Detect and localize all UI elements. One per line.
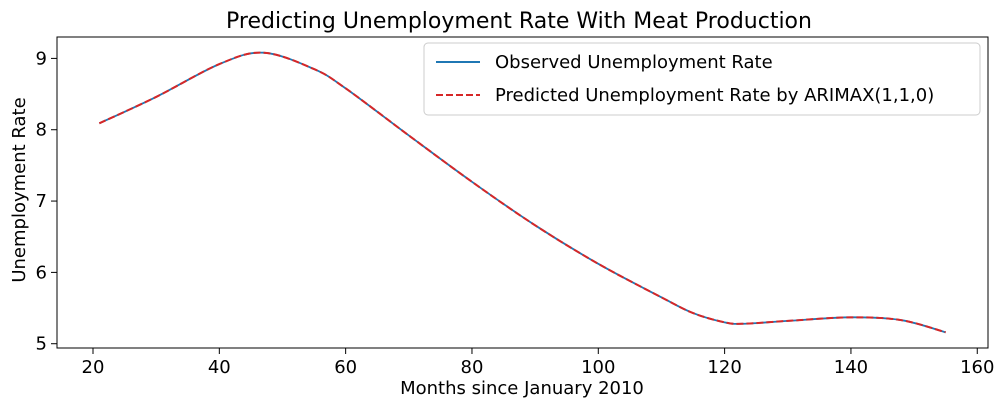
x-tick-label: 120	[707, 357, 741, 378]
x-axis-label: Months since January 2010	[400, 378, 644, 399]
x-tick-label: 140	[834, 357, 868, 378]
y-tick-label: 9	[36, 48, 47, 69]
legend: Observed Unemployment Rate Predicted Unem…	[423, 42, 981, 116]
y-tick-label: 6	[36, 262, 47, 283]
y-tick-label: 7	[36, 191, 47, 212]
y-axis-label: Unemployment Rate	[9, 97, 30, 282]
legend-box	[423, 42, 981, 116]
x-tick-label: 20	[82, 357, 105, 378]
x-tick-label: 80	[461, 357, 484, 378]
legend-label: Predicted Unemployment Rate by ARIMAX(1,…	[495, 85, 934, 106]
y-tick-label: 5	[36, 334, 47, 355]
axes: 20 40 60 80 100 120 140 160 5 6 7 8 9	[36, 36, 994, 378]
legend-label: Observed Unemployment Rate	[495, 52, 773, 73]
x-tick-label: 160	[960, 357, 994, 378]
chart-title: Predicting Unemployment Rate With Meat P…	[226, 9, 812, 34]
axes-frame	[56, 36, 989, 349]
x-tick-label: 100	[581, 357, 615, 378]
plot-area	[98, 51, 946, 334]
x-tick-label: 40	[208, 357, 231, 378]
series-line-predicted	[98, 51, 946, 334]
y-tick-label: 8	[36, 120, 47, 141]
x-tick-label: 60	[334, 357, 357, 378]
